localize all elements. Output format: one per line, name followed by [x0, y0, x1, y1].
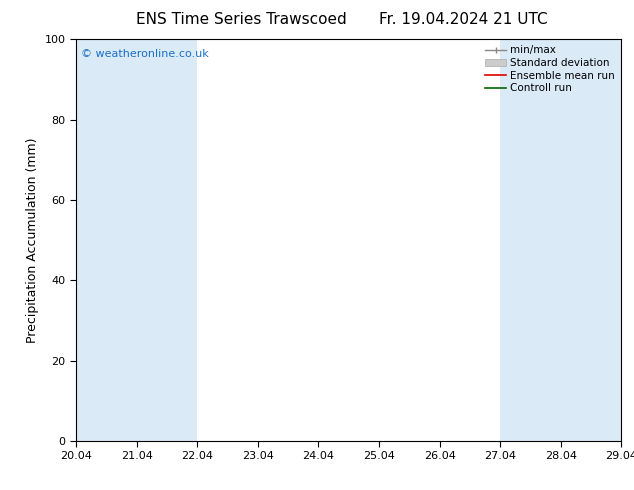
Y-axis label: Precipitation Accumulation (mm): Precipitation Accumulation (mm) — [26, 137, 39, 343]
Legend: min/max, Standard deviation, Ensemble mean run, Controll run: min/max, Standard deviation, Ensemble me… — [482, 42, 618, 97]
Text: ENS Time Series Trawscoed: ENS Time Series Trawscoed — [136, 12, 346, 27]
Bar — [621, 39, 634, 441]
Bar — [76, 39, 137, 441]
Text: Fr. 19.04.2024 21 UTC: Fr. 19.04.2024 21 UTC — [378, 12, 547, 27]
Bar — [500, 39, 560, 441]
Bar — [137, 39, 197, 441]
Text: © weatheronline.co.uk: © weatheronline.co.uk — [81, 49, 209, 59]
Bar — [560, 39, 621, 441]
